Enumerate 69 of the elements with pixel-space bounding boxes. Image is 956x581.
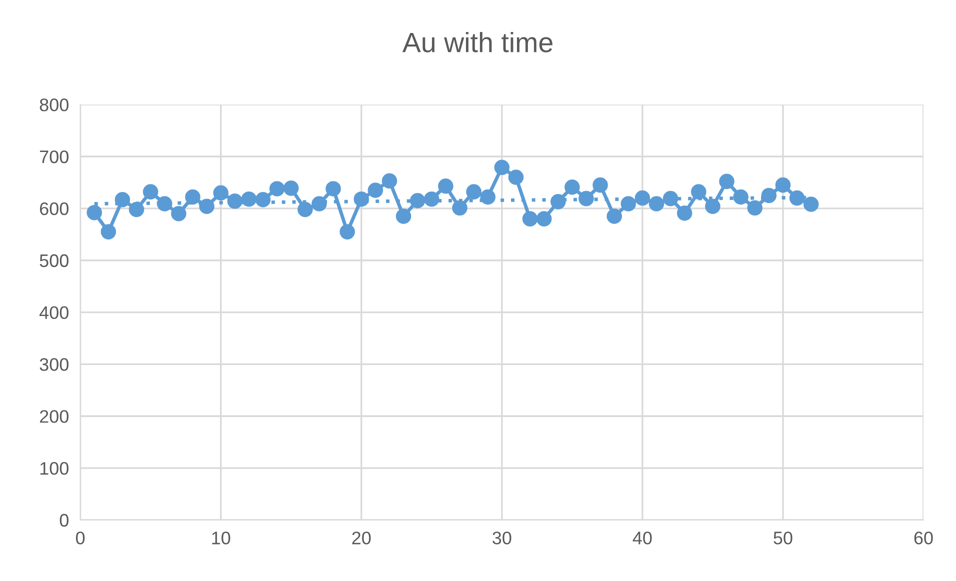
y-tick-label: 0 bbox=[60, 514, 68, 527]
point bbox=[438, 178, 454, 194]
point bbox=[705, 198, 720, 214]
point bbox=[340, 224, 355, 240]
point bbox=[508, 170, 524, 185]
point bbox=[747, 200, 762, 216]
point bbox=[86, 204, 102, 220]
point bbox=[676, 205, 692, 221]
y-tick-label: 600 bbox=[40, 202, 68, 216]
point bbox=[803, 196, 819, 212]
point bbox=[789, 190, 805, 206]
point bbox=[634, 190, 650, 206]
point bbox=[522, 211, 538, 226]
point bbox=[761, 188, 777, 204]
x-tick-label: 10 bbox=[212, 532, 230, 544]
point bbox=[452, 200, 468, 216]
point bbox=[354, 191, 370, 207]
point bbox=[606, 208, 622, 224]
point bbox=[564, 180, 580, 195]
point bbox=[592, 177, 608, 193]
x-tick-label: 0 bbox=[76, 532, 85, 544]
point bbox=[620, 196, 636, 212]
point bbox=[536, 211, 552, 226]
point bbox=[156, 196, 172, 212]
point bbox=[326, 181, 341, 196]
point bbox=[241, 191, 257, 207]
chart-title: Au with time bbox=[402, 32, 552, 52]
point bbox=[424, 191, 440, 207]
point bbox=[128, 202, 144, 218]
point bbox=[255, 192, 271, 208]
point bbox=[480, 189, 496, 205]
point bbox=[298, 202, 313, 218]
point bbox=[691, 184, 706, 200]
point bbox=[312, 196, 327, 212]
point bbox=[550, 194, 566, 210]
point bbox=[775, 177, 791, 193]
point bbox=[227, 194, 243, 209]
x-tick-label: 20 bbox=[352, 532, 371, 544]
point bbox=[648, 196, 664, 212]
y-tick-label: 700 bbox=[40, 150, 68, 164]
point bbox=[185, 189, 200, 205]
y-tick-label: 400 bbox=[39, 306, 68, 320]
point bbox=[382, 173, 398, 189]
y-tick-label: 800 bbox=[40, 98, 68, 112]
point bbox=[410, 193, 426, 208]
point bbox=[114, 192, 130, 208]
x-tick-label: 40 bbox=[632, 532, 652, 544]
point bbox=[269, 181, 285, 196]
point bbox=[213, 185, 228, 200]
point bbox=[142, 184, 158, 200]
point bbox=[578, 190, 594, 206]
y-tick-label: 500 bbox=[40, 254, 68, 268]
point bbox=[466, 184, 482, 200]
x-tick-label: 60 bbox=[914, 532, 933, 544]
point bbox=[662, 190, 678, 206]
x-tick-label: 50 bbox=[774, 532, 792, 544]
point bbox=[199, 198, 214, 214]
point bbox=[396, 208, 412, 224]
point bbox=[719, 174, 734, 190]
y-tick-label: 200 bbox=[40, 410, 68, 423]
point bbox=[733, 189, 748, 205]
x-tick-label: 30 bbox=[492, 532, 512, 544]
point bbox=[100, 224, 116, 240]
point bbox=[283, 180, 299, 196]
point bbox=[171, 206, 186, 222]
y-tick-label: 100 bbox=[40, 462, 68, 475]
point bbox=[494, 160, 510, 176]
y-tick-label: 300 bbox=[40, 358, 68, 371]
point bbox=[368, 182, 384, 198]
